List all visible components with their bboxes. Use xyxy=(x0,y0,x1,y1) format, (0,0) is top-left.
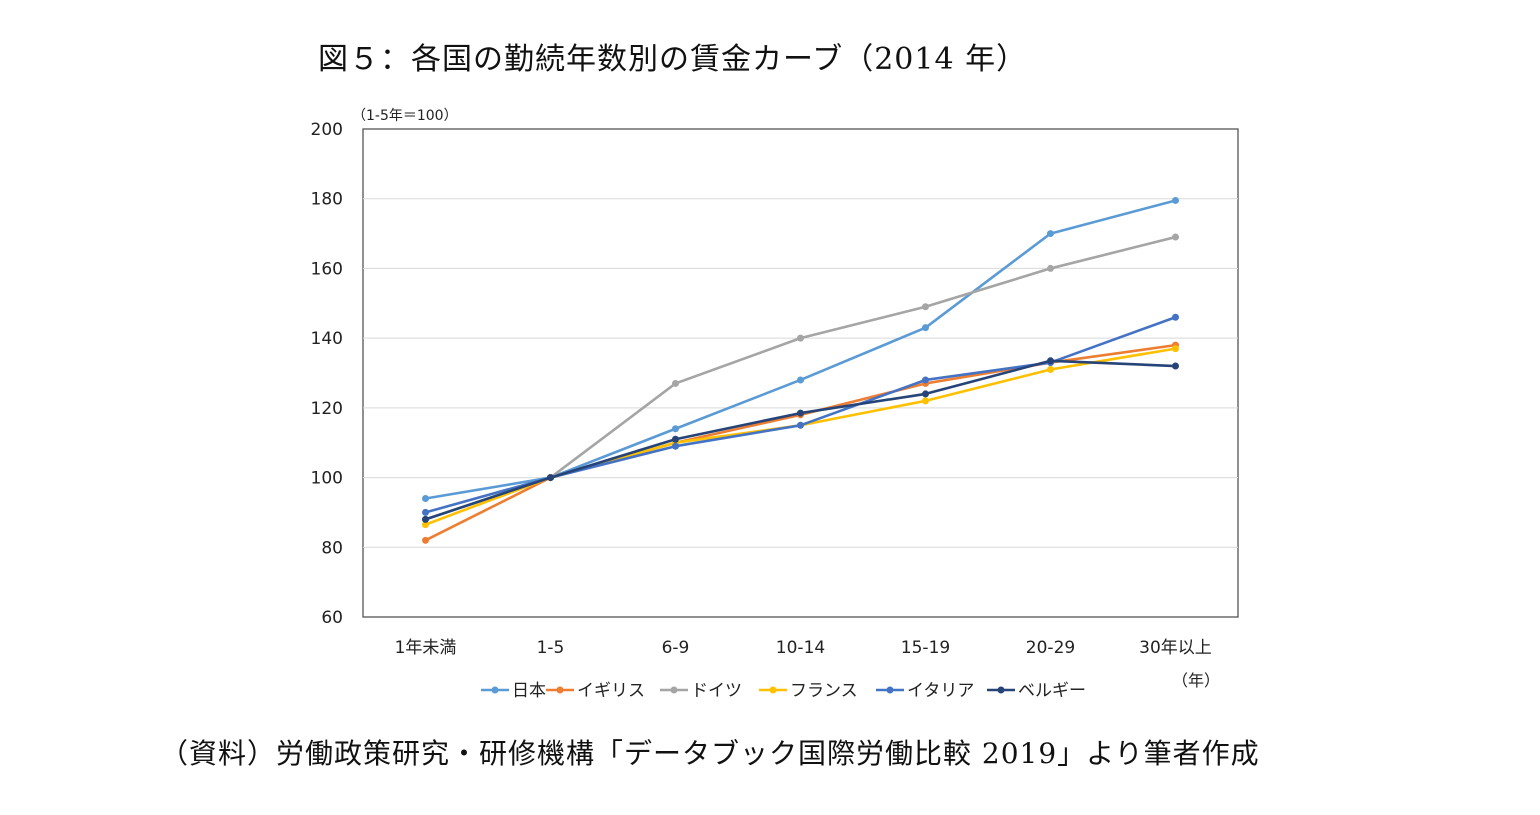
data-point xyxy=(672,435,679,443)
data-point xyxy=(797,421,804,429)
data-point xyxy=(922,397,929,405)
gridlines xyxy=(363,198,1238,548)
chart-title: 図５：各国の勤続年数別の賃金カーブ（2014 年） xyxy=(318,42,1028,77)
data-point xyxy=(672,379,679,387)
x-tick-label: 20-29 xyxy=(1026,638,1075,658)
data-point xyxy=(1047,230,1054,238)
series-line-1 xyxy=(424,343,1176,542)
y-tick-label: 120 xyxy=(311,399,343,419)
y-tick-label: 100 xyxy=(311,469,343,489)
series-lines xyxy=(422,196,1179,544)
data-point xyxy=(922,324,929,332)
legend-label: イタリア xyxy=(907,681,974,701)
series-line-0 xyxy=(425,199,1176,500)
y-tick-label: 140 xyxy=(311,329,343,349)
data-point xyxy=(922,376,929,384)
plot-area-frame xyxy=(362,128,1239,618)
data-point xyxy=(672,442,679,450)
y-unit-label: （1-5年＝100） xyxy=(352,108,458,124)
x-unit-label: （年） xyxy=(1172,671,1220,690)
y-tick-label: 160 xyxy=(311,259,343,279)
legend-label: 日本 xyxy=(512,681,546,701)
data-point xyxy=(547,474,554,482)
series-line-5 xyxy=(425,359,1176,521)
legend-label: ベルギー xyxy=(1018,681,1086,701)
legend-marker xyxy=(769,686,777,694)
x-tick-label: 1-5 xyxy=(537,638,565,658)
legend-label: フランス xyxy=(790,681,858,701)
series-line-3 xyxy=(425,347,1176,526)
y-tick-label: 60 xyxy=(321,608,343,628)
x-tick-label: 1年未満 xyxy=(395,638,457,658)
legend-marker xyxy=(670,686,678,694)
legend-label: ドイツ xyxy=(691,681,742,701)
legend-marker xyxy=(556,686,564,694)
data-point xyxy=(1172,362,1179,370)
data-point xyxy=(422,521,429,529)
data-point xyxy=(1172,196,1179,204)
x-axis-ticks: 1年未満 1-5 6-9 10-14 15-19 20-29 30年以上 xyxy=(395,638,1212,658)
data-point xyxy=(1172,345,1179,353)
data-point xyxy=(1047,264,1054,272)
data-point xyxy=(1047,366,1054,374)
data-point xyxy=(1172,233,1179,241)
data-point xyxy=(672,425,679,433)
y-tick-label: 180 xyxy=(311,190,343,210)
x-tick-label: 30年以上 xyxy=(1139,638,1212,658)
data-point xyxy=(922,303,929,311)
x-tick-label: 6-9 xyxy=(662,638,690,658)
y-tick-label: 200 xyxy=(311,120,343,140)
y-tick-label: 80 xyxy=(321,538,343,558)
x-tick-label: 15-19 xyxy=(901,638,950,658)
data-point xyxy=(422,494,429,502)
data-point xyxy=(797,334,804,342)
x-tick-label: 10-14 xyxy=(776,638,825,658)
data-point xyxy=(922,390,929,398)
data-point xyxy=(422,536,429,544)
y-axis-ticks: 60 80 100 120 140 160 180 200 xyxy=(311,120,343,628)
data-point xyxy=(422,515,429,523)
data-point xyxy=(797,409,804,417)
data-point xyxy=(422,508,429,516)
legend-marker xyxy=(886,686,894,694)
data-point xyxy=(1172,313,1179,321)
source-note: （資料）労働政策研究・研修機構「データブック国際労働比較 2019」より筆者作成 xyxy=(160,737,1260,770)
data-point xyxy=(1047,357,1054,365)
legend-marker xyxy=(997,686,1005,694)
legend: 日本 イギリス ドイツ フランス イタリア ベルギー xyxy=(481,681,1086,701)
data-point xyxy=(797,376,804,384)
legend-marker xyxy=(491,686,499,694)
legend-label: イギリス xyxy=(577,681,645,701)
